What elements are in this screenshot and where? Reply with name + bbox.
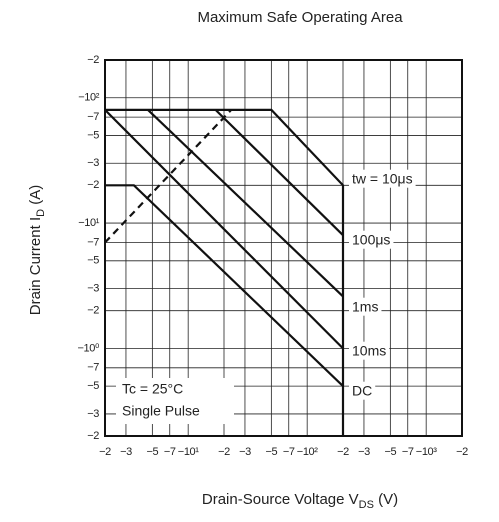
x-tick-label: −7 bbox=[164, 446, 176, 458]
y-tick-label: −2 bbox=[87, 179, 99, 191]
y-tick-label: −2 bbox=[87, 430, 99, 442]
y-tick-label: −2 bbox=[87, 305, 99, 317]
y-tick-label: −3 bbox=[87, 408, 99, 420]
chart-title: Maximum Safe Operating Area bbox=[197, 9, 403, 26]
x-tick-label: −5 bbox=[265, 446, 277, 458]
series-label: 100μs bbox=[352, 232, 390, 248]
x-tick-label: −2 bbox=[456, 446, 468, 458]
annotation: Tc = 25°C bbox=[122, 381, 183, 397]
soa-curve bbox=[105, 184, 344, 387]
y-tick-label: −7 bbox=[87, 111, 99, 123]
limit-line bbox=[104, 109, 232, 244]
x-tick-label: −2 bbox=[337, 446, 349, 458]
annotation: Single Pulse bbox=[122, 403, 200, 419]
label-bg bbox=[349, 297, 382, 316]
y-axis-label: Drain Current ID (A) bbox=[27, 185, 47, 316]
label-bg bbox=[349, 169, 416, 188]
y-tick-label: −3 bbox=[87, 157, 99, 169]
label-bg bbox=[349, 381, 376, 400]
annotation-bg bbox=[116, 378, 234, 424]
series-label: DC bbox=[352, 383, 372, 399]
plot-frame bbox=[104, 59, 463, 437]
label-bg bbox=[349, 341, 390, 360]
x-tick-label: −10³ bbox=[416, 446, 437, 458]
x-tick-label: −7 bbox=[283, 446, 295, 458]
y-tick-label: −5 bbox=[87, 380, 99, 392]
x-axis-label: Drain-Source Voltage VDS (V) bbox=[202, 491, 398, 511]
y-tick-label: −10² bbox=[78, 92, 99, 104]
y-tick-label: −10⁰ bbox=[78, 342, 100, 354]
soa-curve bbox=[147, 109, 344, 298]
label-bg bbox=[349, 230, 394, 249]
x-tick-label: −2 bbox=[218, 446, 230, 458]
x-tick-label: −10¹ bbox=[178, 446, 199, 458]
soa-curve bbox=[104, 109, 344, 350]
x-tick-label: −3 bbox=[239, 446, 251, 458]
series-label: 10ms bbox=[352, 343, 386, 359]
x-tick-label: −3 bbox=[358, 446, 370, 458]
y-tick-label: −5 bbox=[87, 255, 99, 267]
x-tick-label: −3 bbox=[120, 446, 132, 458]
y-tick-label: −7 bbox=[87, 362, 99, 374]
y-tick-label: −7 bbox=[87, 236, 99, 248]
series-label: tw = 10μs bbox=[352, 171, 413, 187]
x-tick-label: −7 bbox=[402, 446, 414, 458]
y-tick-label: −10¹ bbox=[78, 217, 99, 229]
x-tick-label: −5 bbox=[384, 446, 396, 458]
series-label: 1ms bbox=[352, 299, 378, 315]
y-tick-label: −2 bbox=[87, 54, 99, 66]
x-tick-label: −10² bbox=[297, 446, 318, 458]
y-tick-label: −5 bbox=[87, 129, 99, 141]
soa-curve bbox=[214, 109, 344, 236]
y-tick-label: −3 bbox=[87, 283, 99, 295]
x-tick-label: −2 bbox=[99, 446, 111, 458]
soa-curve bbox=[105, 108, 345, 436]
x-tick-label: −5 bbox=[146, 446, 158, 458]
